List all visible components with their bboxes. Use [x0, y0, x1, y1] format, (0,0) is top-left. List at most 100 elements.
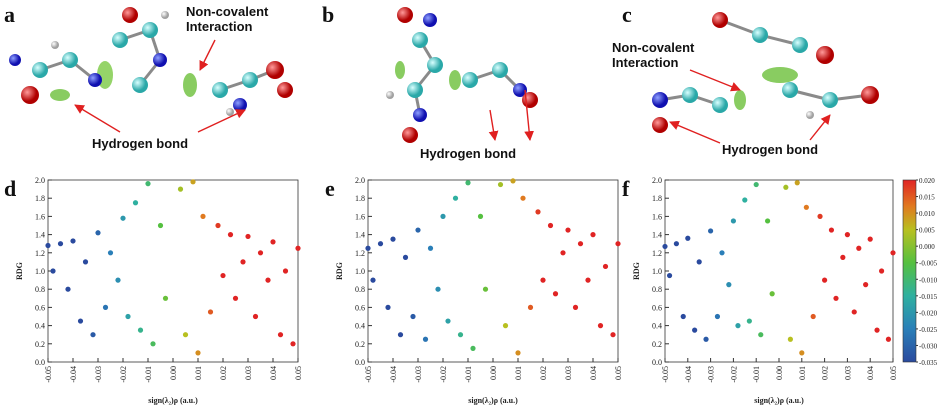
- colorbar-tick-label: 0.000: [919, 243, 935, 251]
- point: [746, 318, 752, 324]
- y-tick-label: 1.8: [652, 194, 662, 203]
- colorbar-tick-label: 0.020: [919, 177, 935, 185]
- point: [150, 341, 156, 347]
- x-tick-label: 0.02: [539, 366, 548, 380]
- point: [666, 272, 673, 279]
- point: [597, 323, 604, 329]
- point: [200, 213, 206, 219]
- colorbar-tick-label: -0.030: [919, 342, 938, 350]
- point: [377, 241, 384, 247]
- point: [477, 213, 484, 219]
- point: [410, 313, 416, 320]
- point: [157, 222, 164, 229]
- point: [708, 228, 714, 234]
- x-tick-label: -0.01: [752, 366, 761, 383]
- x-tick-label: -0.04: [69, 366, 78, 383]
- point: [520, 195, 526, 201]
- y-axis-label: RDG: [632, 262, 641, 280]
- x-axis-label: sign(λ₂)ρ (a.u.): [468, 396, 518, 405]
- x-tick-label: 0.03: [244, 366, 253, 380]
- point: [415, 227, 421, 233]
- x-tick-label: 0.05: [889, 366, 898, 380]
- y-tick-label: 1.4: [652, 231, 662, 240]
- annotation: Non-covalent Interaction: [612, 40, 695, 70]
- x-tick-label: 0.03: [564, 366, 573, 380]
- point: [535, 209, 541, 215]
- panel-label: a: [4, 2, 15, 27]
- x-tick-label: -0.03: [414, 366, 423, 383]
- plot-frame: [47, 179, 299, 363]
- x-tick-label: 0.00: [775, 366, 784, 380]
- x-tick-label: -0.03: [707, 366, 716, 383]
- point: [547, 222, 554, 229]
- y-tick-label: 0.2: [35, 340, 45, 349]
- y-tick-label: 1.2: [35, 249, 45, 258]
- y-axis-label: RDG: [15, 262, 24, 280]
- point: [497, 181, 504, 188]
- point: [565, 227, 571, 233]
- x-tick-label: -0.05: [661, 366, 670, 383]
- point: [125, 313, 131, 320]
- y-tick-label: 0.2: [652, 340, 662, 349]
- x-tick-label: 0.01: [514, 366, 523, 380]
- point: [270, 239, 276, 245]
- point: [803, 204, 809, 210]
- y-tick-label: 0.8: [652, 285, 662, 294]
- x-tick-label: -0.05: [44, 366, 53, 383]
- point: [817, 213, 823, 219]
- x-axis-label: sign(λ₂)ρ (a.u.): [754, 396, 804, 405]
- point: [70, 238, 76, 244]
- point: [602, 263, 609, 270]
- point: [885, 336, 892, 342]
- point: [107, 250, 114, 256]
- annotation: Non-covalent Interaction: [186, 4, 269, 34]
- y-tick-label: 1.4: [355, 231, 365, 240]
- point: [95, 230, 101, 236]
- x-tick-label: -0.04: [684, 366, 693, 383]
- x-tick-label: -0.05: [364, 366, 373, 383]
- point: [482, 286, 489, 292]
- x-tick-label: 0.05: [294, 366, 303, 380]
- point: [57, 241, 64, 247]
- point: [65, 286, 71, 292]
- point: [856, 245, 862, 251]
- molecule-a: [9, 7, 293, 133]
- point: [240, 259, 246, 265]
- colorbar-tick-label: -0.025: [919, 326, 938, 334]
- point: [735, 323, 741, 329]
- y-tick-label: 1.0: [35, 267, 45, 276]
- y-tick-label: 1.8: [35, 194, 45, 203]
- colorbar-tick-label: -0.020: [919, 309, 938, 317]
- point: [540, 277, 546, 283]
- point: [102, 304, 109, 310]
- point: [840, 254, 846, 260]
- point: [162, 295, 169, 301]
- y-tick-label: 0.0: [35, 358, 45, 367]
- y-axis-label: RDG: [335, 262, 344, 280]
- point: [828, 227, 835, 233]
- colorbar-tick-label: -0.035: [919, 359, 938, 367]
- colorbar-tick-label: 0.015: [919, 194, 935, 202]
- x-tick-label: 0.00: [169, 366, 178, 380]
- y-tick-label: 2.0: [35, 176, 45, 185]
- point: [510, 178, 516, 184]
- point: [758, 332, 764, 338]
- point: [572, 304, 579, 310]
- x-tick-label: -0.03: [94, 366, 103, 383]
- colorbar-tick-label: 0.010: [919, 210, 935, 218]
- plot-frame: [367, 179, 619, 363]
- point: [90, 332, 96, 338]
- point: [452, 195, 459, 201]
- point: [560, 250, 566, 256]
- x-tick-label: -0.02: [729, 366, 738, 383]
- point: [132, 200, 139, 206]
- point: [799, 350, 805, 356]
- point: [365, 245, 371, 251]
- point: [422, 336, 429, 342]
- point: [692, 327, 698, 333]
- y-tick-label: 0.4: [355, 322, 365, 331]
- y-tick-label: 0.4: [35, 322, 45, 331]
- y-tick-label: 0.8: [35, 285, 45, 294]
